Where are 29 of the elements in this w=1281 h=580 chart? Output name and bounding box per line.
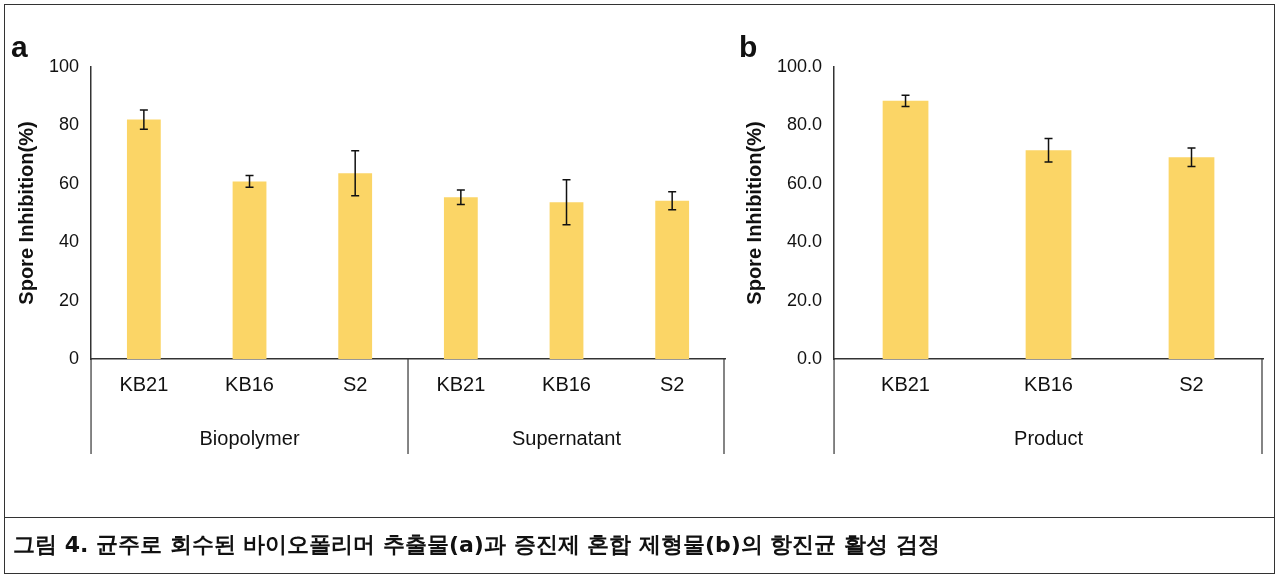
x-tick-label: S2 — [1179, 372, 1204, 395]
y-tick-label: 0 — [69, 347, 80, 368]
y-tick-label: 40 — [59, 231, 80, 252]
text: Supernatant — [512, 426, 622, 449]
text: 그림 4. 균주로 회수된 바이오폴리머 추출물(a)과 증진제 혼합 제형물(b)의 항진균 활성 검정 — [12, 531, 941, 559]
x-tick-label: KB16 — [542, 372, 591, 395]
chart-title: b — [739, 30, 758, 64]
y-tick-label: 100 — [48, 55, 80, 76]
y-tick-label: 60 — [59, 172, 80, 193]
x-tick-label: KB16 — [1024, 372, 1073, 395]
y-tick-label: 20 — [59, 289, 80, 310]
y-tick-label: 80.0 — [787, 114, 823, 135]
x-tick-label: S2 — [659, 372, 685, 395]
y-axis-title: Spore Inhibition(%) — [14, 121, 37, 305]
y-axis-title: Spore Inhibition(%) — [742, 121, 765, 305]
y-tick-label: 40.0 — [787, 231, 823, 252]
text: Biopolymer — [199, 426, 300, 449]
x-tick-label: KB21 — [119, 372, 169, 395]
text: Product — [1014, 426, 1084, 449]
y-tick-label: 60.0 — [787, 172, 823, 193]
chart-title: a — [11, 30, 28, 64]
x-tick-label: S2 — [342, 372, 368, 395]
y-tick-label: 20.0 — [787, 289, 823, 310]
y-tick-label: 0.0 — [797, 347, 823, 368]
y-tick-label: 80 — [59, 114, 80, 135]
x-tick-label: KB21 — [436, 372, 486, 395]
y-tick-label: 100.0 — [777, 55, 823, 76]
x-tick-label: KB16 — [225, 372, 274, 395]
x-tick-label: KB21 — [881, 372, 931, 395]
